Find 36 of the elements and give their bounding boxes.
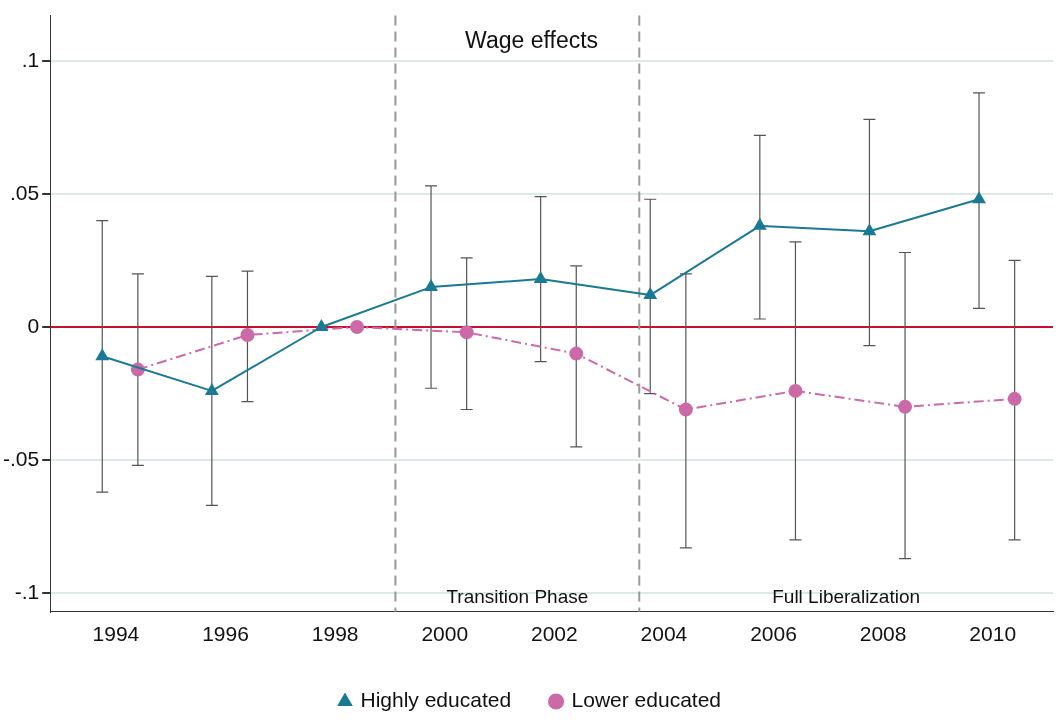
- x-tick-label: 1994: [92, 622, 140, 646]
- point: [205, 383, 219, 395]
- y-tick-label: .05: [9, 180, 40, 204]
- point: [569, 346, 584, 361]
- x-tick-label: 2006: [750, 622, 797, 646]
- y-tick-label: .1: [21, 47, 40, 71]
- x-tick-label: 2008: [859, 622, 907, 646]
- point: [644, 288, 657, 300]
- point: [459, 325, 474, 340]
- x-tick-label: 2000: [421, 622, 469, 646]
- point: [863, 224, 876, 236]
- point: [350, 320, 365, 335]
- point: [534, 272, 547, 284]
- y-tick-label: 0: [27, 313, 40, 337]
- x-tick-label: 2002: [530, 622, 578, 646]
- text: Wage effects: [465, 26, 599, 53]
- point: [1007, 391, 1022, 406]
- y-tick-label: -.05: [3, 446, 40, 470]
- annotation: Transition Phase: [446, 586, 589, 608]
- point: [315, 320, 328, 332]
- point: [788, 383, 803, 398]
- point: [240, 327, 255, 342]
- legend-label: Lower educated: [571, 688, 722, 712]
- x-tick-label: 2010: [969, 622, 1017, 646]
- legend-label: Highly educated: [360, 688, 512, 712]
- point: [424, 280, 438, 292]
- point: [753, 218, 767, 230]
- x-tick-label: 1996: [202, 622, 249, 646]
- y-tick-label: -.1: [14, 579, 40, 603]
- annotation: Full Liberalization: [772, 586, 921, 608]
- point: [898, 399, 913, 414]
- point: [96, 349, 109, 361]
- point: [972, 192, 986, 204]
- x-tick-label: 1998: [311, 622, 359, 646]
- x-tick-label: 2004: [640, 622, 688, 646]
- point: [678, 402, 693, 417]
